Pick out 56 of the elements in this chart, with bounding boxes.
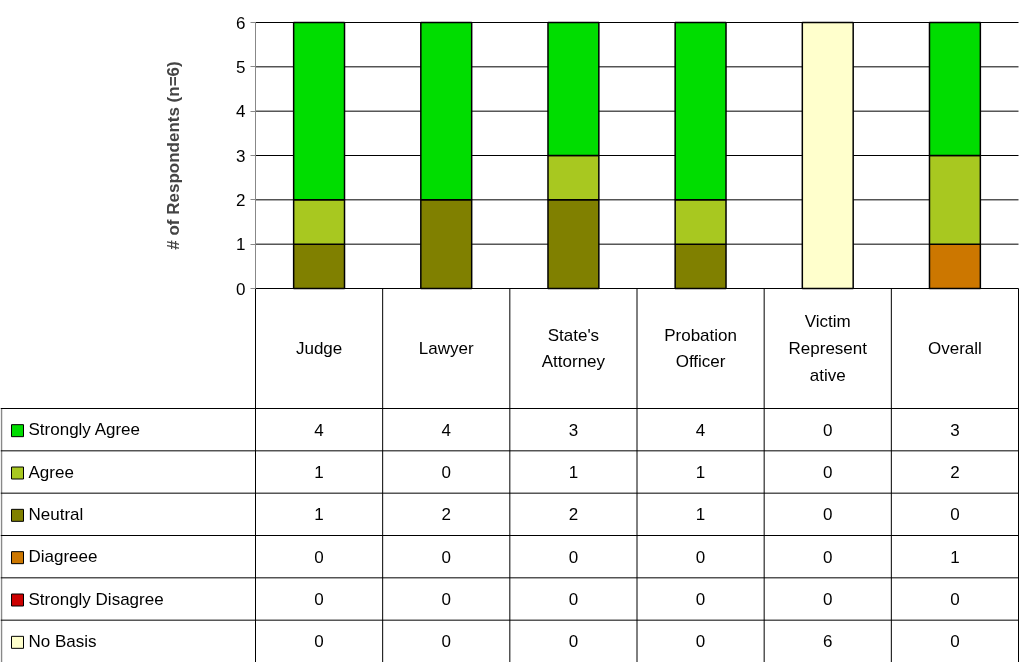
x-tick-label: Lawyer [418, 339, 474, 358]
data-label: 0 [823, 505, 833, 525]
data-label: 0 [950, 505, 960, 525]
data-label: 0 [823, 463, 833, 482]
legend-label: No Basis [28, 631, 97, 651]
data-label: 0 [568, 632, 579, 652]
x-tick-label: Probation Officer [664, 325, 737, 372]
data-label: 0 [950, 632, 960, 652]
data-label: 1 [695, 463, 706, 482]
legend-label: Strongly Agree [28, 420, 141, 440]
legend-label: Neutral [28, 504, 84, 524]
x-tick-label: Judge [295, 339, 343, 358]
data-label: 0 [823, 590, 833, 609]
data-label: 0 [314, 632, 324, 652]
x-tick-label: Overall [927, 339, 982, 358]
y-tick-label: 0 [236, 279, 246, 299]
y-tick-label: 2 [236, 190, 246, 210]
data-label: 0 [314, 547, 324, 567]
data-label: 2 [568, 505, 579, 525]
y-tick-label: 4 [236, 102, 246, 122]
data-label: 0 [314, 590, 324, 609]
y-tick-label: 1 [236, 235, 246, 255]
x-tick-label: Victim Represent ative [788, 312, 868, 385]
data-label: 0 [568, 590, 579, 609]
data-label: 1 [695, 505, 706, 525]
data-label: 1 [314, 505, 324, 525]
y-tick-label: 3 [236, 146, 246, 166]
data-label: 0 [441, 547, 451, 567]
data-label: 0 [441, 590, 451, 609]
data-label: 0 [823, 420, 833, 440]
data-label: 1 [950, 547, 960, 567]
data-label: 0 [950, 590, 960, 609]
data-label: 3 [950, 420, 960, 440]
data-label: 0 [568, 547, 579, 567]
y-tick-label: 5 [236, 57, 246, 77]
data-label: 4 [695, 420, 706, 440]
y-tick-label: 6 [236, 13, 246, 33]
data-label: 0 [441, 463, 451, 482]
legend-label: Diagreee [28, 547, 98, 567]
data-label: 0 [695, 632, 706, 652]
data-label: 2 [441, 505, 451, 525]
data-label: 0 [695, 590, 706, 609]
legend-label: Strongly Disagree [28, 589, 164, 609]
data-label: 3 [568, 420, 579, 440]
data-label: 1 [568, 463, 579, 482]
x-tick-label: State's Attorney [541, 325, 606, 372]
data-label: 6 [823, 632, 833, 652]
data-label: 1 [314, 463, 324, 482]
data-label: 4 [441, 420, 451, 440]
legend-label: Agree [28, 462, 74, 482]
data-label: 4 [314, 420, 324, 440]
data-label: 0 [823, 547, 833, 567]
data-label: 0 [441, 632, 451, 652]
data-label: 0 [695, 547, 706, 567]
data-label: 2 [950, 463, 960, 482]
y-axis-title: # of Respondents (n=6) [164, 61, 184, 250]
